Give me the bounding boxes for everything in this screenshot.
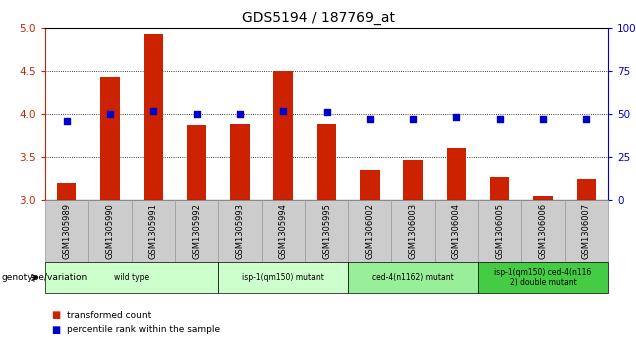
Bar xyxy=(435,200,478,262)
Text: GSM1305995: GSM1305995 xyxy=(322,203,331,259)
Bar xyxy=(175,200,218,262)
Point xyxy=(321,109,331,115)
Bar xyxy=(218,200,261,262)
Text: GSM1306004: GSM1306004 xyxy=(452,203,461,259)
Point xyxy=(278,108,288,114)
Bar xyxy=(218,262,348,293)
Bar xyxy=(317,124,336,200)
Point xyxy=(408,116,418,122)
Bar xyxy=(187,125,206,200)
Point xyxy=(235,111,245,117)
Text: isp-1(qm150) mutant: isp-1(qm150) mutant xyxy=(242,273,324,282)
Text: GSM1306002: GSM1306002 xyxy=(365,203,375,259)
Text: ■: ■ xyxy=(52,325,60,335)
Bar xyxy=(478,200,522,262)
Point xyxy=(105,111,115,117)
Bar xyxy=(57,183,76,200)
Bar xyxy=(132,200,175,262)
Text: GDS5194 / 187769_at: GDS5194 / 187769_at xyxy=(242,11,394,25)
Bar xyxy=(100,77,120,200)
Text: transformed count: transformed count xyxy=(67,310,151,319)
Bar xyxy=(403,160,423,200)
Text: GSM1305993: GSM1305993 xyxy=(235,203,244,259)
Text: ■: ■ xyxy=(52,310,60,320)
Text: GSM1305992: GSM1305992 xyxy=(192,203,201,259)
Bar xyxy=(45,262,218,293)
Bar xyxy=(490,177,509,200)
Point xyxy=(538,116,548,122)
Point xyxy=(191,111,202,117)
Bar xyxy=(230,124,249,200)
Bar xyxy=(446,148,466,200)
Text: wild type: wild type xyxy=(114,273,149,282)
Text: GSM1305994: GSM1305994 xyxy=(279,203,287,259)
Bar xyxy=(305,200,348,262)
Point xyxy=(364,116,375,122)
Text: GSM1305990: GSM1305990 xyxy=(106,203,114,259)
Bar xyxy=(360,170,380,200)
Bar xyxy=(261,200,305,262)
Bar xyxy=(534,196,553,200)
Bar xyxy=(144,34,163,200)
Point xyxy=(148,108,158,114)
Bar xyxy=(478,262,608,293)
Bar xyxy=(392,200,435,262)
Bar xyxy=(565,200,608,262)
Text: GSM1305989: GSM1305989 xyxy=(62,203,71,259)
Text: genotype/variation: genotype/variation xyxy=(1,273,88,282)
Bar xyxy=(577,179,596,200)
Bar xyxy=(88,200,132,262)
Point xyxy=(452,115,462,121)
Text: ced-4(n1162) mutant: ced-4(n1162) mutant xyxy=(372,273,454,282)
Bar xyxy=(348,200,392,262)
Text: GSM1306005: GSM1306005 xyxy=(495,203,504,259)
Bar xyxy=(522,200,565,262)
Point xyxy=(581,116,591,122)
Text: percentile rank within the sample: percentile rank within the sample xyxy=(67,326,221,334)
Bar xyxy=(45,200,88,262)
Text: GSM1306006: GSM1306006 xyxy=(539,203,548,259)
Text: GSM1305991: GSM1305991 xyxy=(149,203,158,259)
Text: GSM1306003: GSM1306003 xyxy=(408,203,418,259)
Point xyxy=(62,118,72,124)
Bar xyxy=(348,262,478,293)
Text: GSM1306007: GSM1306007 xyxy=(582,203,591,259)
Bar xyxy=(273,71,293,200)
Text: isp-1(qm150) ced-4(n116
2) double mutant: isp-1(qm150) ced-4(n116 2) double mutant xyxy=(494,268,591,287)
Point xyxy=(495,116,505,122)
